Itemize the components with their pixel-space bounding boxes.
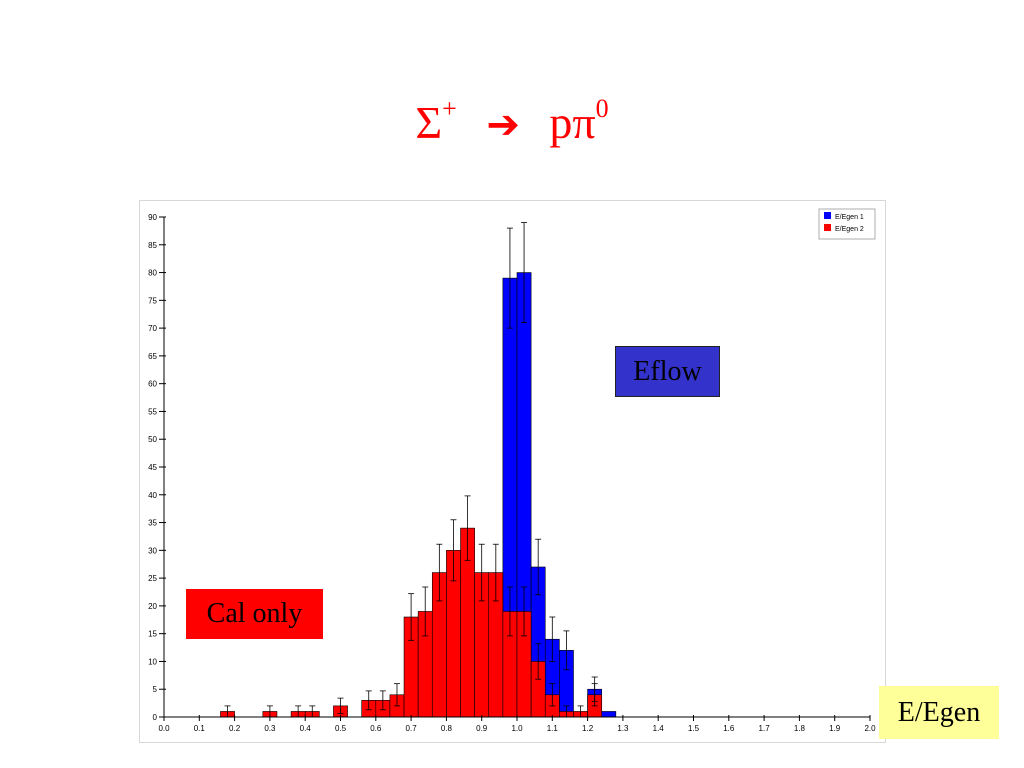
y-tick-label-1: 5: [153, 685, 158, 694]
x-tick-label-14: 1.4: [653, 724, 665, 733]
error-bar-eflow-2: [535, 538, 542, 596]
error-bar-eflow-3: [549, 616, 556, 662]
x-tick-label-7: 0.7: [406, 724, 418, 733]
error-bar-cal-11: [450, 519, 457, 582]
histogram-chart: 0 5 10 15 20 25 30 35 40 45 50 55 60 65 70 75 80 85 90 0.0 0…: [139, 200, 886, 743]
title-products: pπ: [549, 97, 596, 148]
slide-title: Σ+ ➔ pπ0: [0, 96, 1024, 148]
x-tick-label-8: 0.8: [441, 724, 453, 733]
y-tick-label-5: 25: [148, 574, 157, 583]
x-tick-label-1: 0.1: [194, 724, 206, 733]
cal-only-label: Cal only: [186, 589, 323, 639]
x-tick-label-20: 2.0: [864, 724, 876, 733]
error-bar-cal-16: [521, 586, 528, 637]
error-bar-cal-5: [365, 690, 372, 711]
y-tick-label-18: 90: [148, 213, 157, 222]
y-tick-label-12: 60: [148, 380, 157, 389]
x-tick-label-15: 1.5: [688, 724, 700, 733]
legend-swatch-0: [824, 212, 831, 219]
legend-label-0: E/Egen 1: [835, 214, 864, 221]
x-tick-label-2: 0.2: [229, 724, 241, 733]
y-tick-label-14: 70: [148, 324, 157, 333]
x-tick-label-11: 1.1: [547, 724, 559, 733]
error-bar-cal-13: [478, 543, 485, 602]
y-tick-label-9: 45: [148, 463, 157, 472]
x-tick-label-19: 1.9: [829, 724, 841, 733]
x-tick-label-4: 0.4: [300, 724, 312, 733]
arrow-right-icon: ➔: [486, 102, 520, 148]
y-tick-label-4: 20: [148, 602, 157, 611]
x-tick-label-5: 0.5: [335, 724, 347, 733]
legend-swatch-1: [824, 224, 831, 231]
y-tick-label-3: 15: [148, 630, 157, 639]
series-eflow-bars: [502, 272, 617, 718]
error-bar-cal-18: [549, 683, 556, 707]
error-bar-cal-10: [436, 543, 443, 602]
eflow-label: Eflow: [615, 346, 720, 397]
y-tick-label-15: 75: [148, 296, 157, 305]
error-bar-cal-17: [535, 643, 542, 680]
error-bar-cal-9: [422, 586, 429, 637]
error-bar-cal-4: [337, 697, 344, 715]
y-tick-label-0: 0: [153, 713, 158, 722]
axes: 0 5 10 15 20 25 30 35 40 45 50 55 60 65 70 75 80 85 90 0.0 0…: [148, 213, 876, 733]
y-tick-label-17: 85: [148, 241, 157, 250]
title-sigma-charge: +: [442, 94, 457, 123]
error-bar-cal-14: [492, 543, 499, 602]
x-tick-label-13: 1.3: [617, 724, 629, 733]
x-axis-title: E/Egen: [879, 686, 999, 739]
error-bar-cal-8: [408, 593, 415, 641]
legend-label-1: E/Egen 2: [835, 226, 864, 233]
x-tick-label-12: 1.2: [582, 724, 594, 733]
x-tick-label-16: 1.6: [723, 724, 735, 733]
error-bar-eflow-0: [506, 227, 513, 329]
title-sigma: Σ: [415, 97, 443, 148]
title-pi-charge: 0: [595, 94, 609, 123]
error-bar-cal-15: [506, 586, 513, 637]
y-tick-label-8: 40: [148, 491, 157, 500]
y-tick-label-11: 55: [148, 407, 157, 416]
error-bars: [224, 222, 598, 718]
error-bar-cal-7: [393, 683, 400, 707]
x-tick-label-9: 0.9: [476, 724, 488, 733]
legend: E/Egen 1 E/Egen 2: [818, 208, 876, 240]
error-bar-cal-12: [464, 495, 471, 561]
error-bar-eflow-1: [521, 222, 528, 323]
error-bar-eflow-4: [563, 630, 570, 671]
x-tick-label-17: 1.7: [759, 724, 771, 733]
error-bar-cal-21: [591, 683, 598, 707]
y-tick-label-16: 80: [148, 269, 157, 278]
y-tick-label-7: 35: [148, 519, 157, 528]
y-tick-label-10: 50: [148, 435, 157, 444]
x-tick-label-6: 0.6: [370, 724, 382, 733]
x-tick-label-18: 1.8: [794, 724, 806, 733]
error-bar-cal-6: [379, 690, 386, 711]
x-tick-label-10: 1.0: [511, 724, 523, 733]
x-tick-label-0: 0.0: [158, 724, 170, 733]
x-tick-label-3: 0.3: [264, 724, 276, 733]
y-tick-label-2: 10: [148, 657, 157, 666]
y-tick-label-13: 65: [148, 352, 157, 361]
y-tick-label-6: 30: [148, 546, 157, 555]
bar-eflow-6: [601, 711, 617, 718]
